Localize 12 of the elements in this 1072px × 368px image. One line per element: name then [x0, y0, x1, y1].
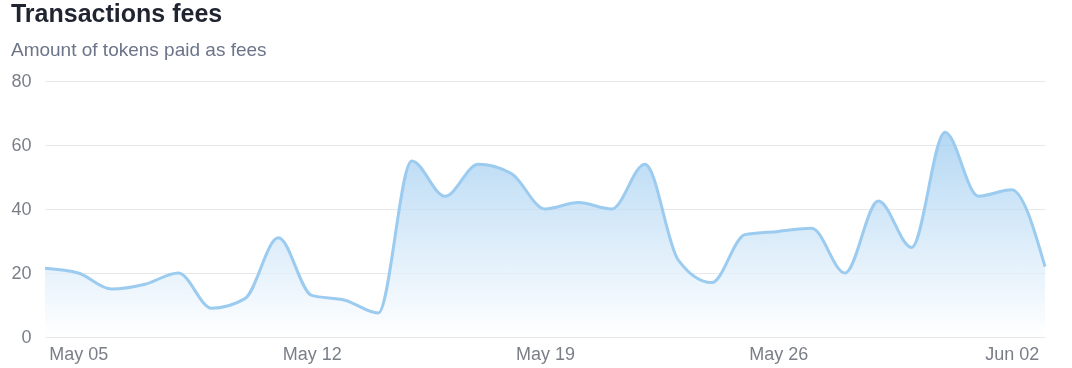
x-tick-label: May 12: [282, 343, 342, 364]
y-tick-label: 0: [21, 326, 32, 347]
y-tick-label: 60: [11, 134, 32, 155]
x-tick-label: Jun 02: [985, 343, 1040, 364]
y-tick-label: 80: [11, 70, 32, 91]
chart-title: Transactions fees: [10, 0, 223, 27]
x-tick-label: May 05: [49, 343, 109, 364]
y-tick-label: 20: [11, 262, 32, 283]
x-tick-label: May 19: [515, 343, 576, 364]
x-tick-label: May 26: [749, 343, 809, 364]
y-tick-label: 40: [11, 198, 32, 219]
chart-subtitle: Amount of tokens paid as fees: [10, 39, 267, 60]
